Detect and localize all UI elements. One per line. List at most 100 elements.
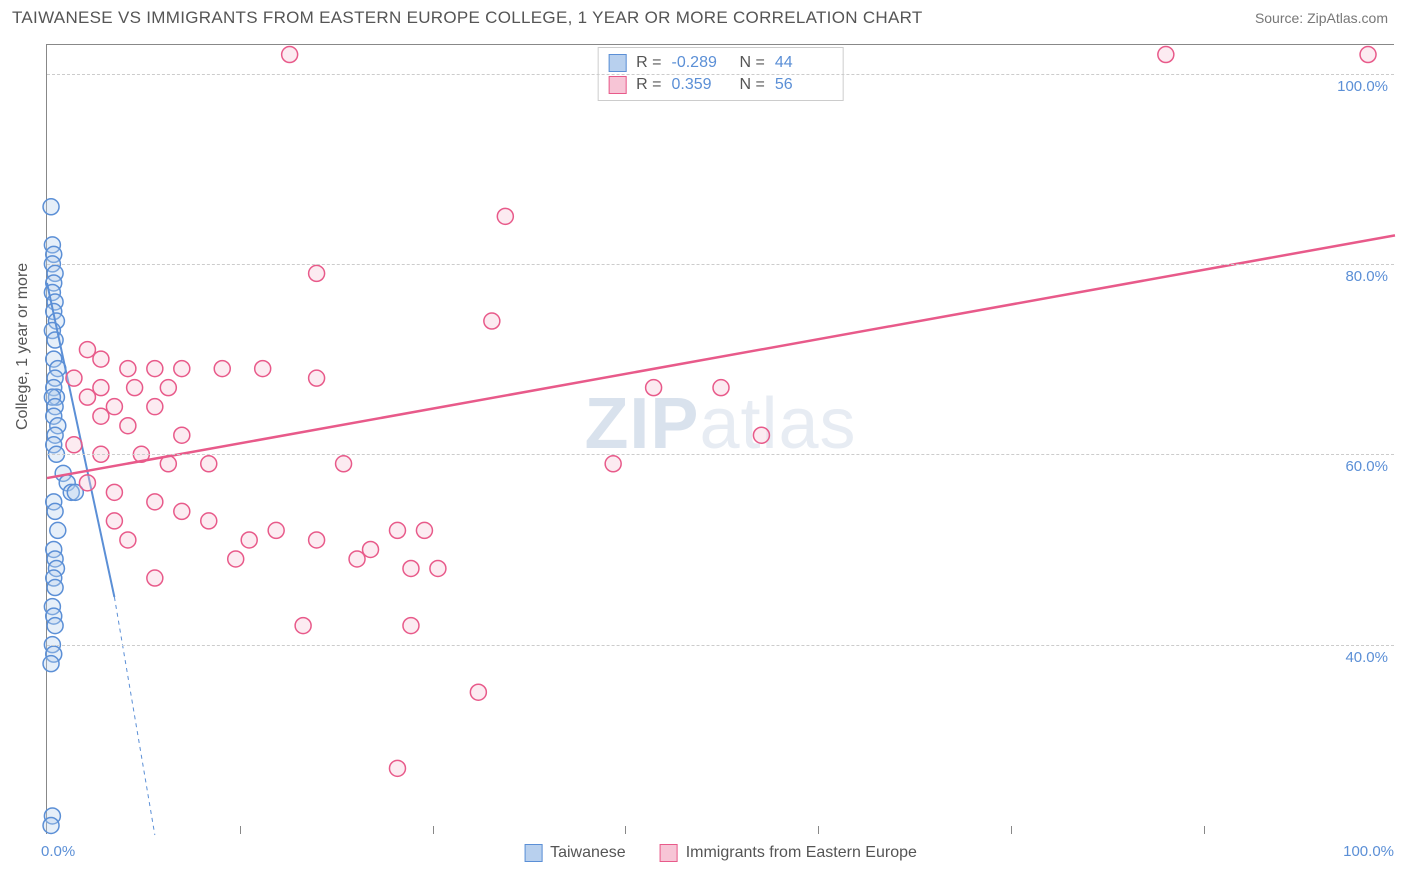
gridline-h bbox=[47, 645, 1394, 646]
legend-label-0: Taiwanese bbox=[550, 844, 626, 862]
legend-swatch-1 bbox=[660, 844, 678, 862]
data-point bbox=[363, 541, 379, 557]
data-point bbox=[120, 532, 136, 548]
y-tick-label: 100.0% bbox=[1337, 78, 1388, 95]
gridline-h bbox=[47, 264, 1394, 265]
data-point bbox=[713, 380, 729, 396]
data-point bbox=[47, 580, 63, 596]
gridline-h bbox=[47, 74, 1394, 75]
data-point bbox=[295, 618, 311, 634]
stats-row-0: R = -0.289 N = 44 bbox=[608, 52, 833, 74]
data-point bbox=[753, 427, 769, 443]
data-point bbox=[1360, 47, 1376, 63]
x-tick bbox=[1011, 826, 1012, 834]
data-point bbox=[50, 522, 66, 538]
n-value-1: 56 bbox=[775, 74, 833, 96]
data-point bbox=[255, 361, 271, 377]
x-tick bbox=[625, 826, 626, 834]
data-point bbox=[147, 570, 163, 586]
chart-header: TAIWANESE VS IMMIGRANTS FROM EASTERN EUR… bbox=[0, 0, 1406, 34]
data-point bbox=[79, 475, 95, 491]
data-point bbox=[309, 370, 325, 386]
data-point bbox=[336, 456, 352, 472]
x-label-left: 0.0% bbox=[41, 843, 75, 860]
trend-line-dashed bbox=[114, 597, 154, 835]
y-tick-label: 60.0% bbox=[1345, 458, 1388, 475]
data-point bbox=[646, 380, 662, 396]
series-legend: Taiwanese Immigrants from Eastern Europe bbox=[524, 844, 917, 862]
x-tick bbox=[433, 826, 434, 834]
data-point bbox=[160, 380, 176, 396]
data-point bbox=[174, 361, 190, 377]
legend-swatch-0 bbox=[524, 844, 542, 862]
legend-label-1: Immigrants from Eastern Europe bbox=[686, 844, 917, 862]
data-point bbox=[93, 380, 109, 396]
chart-title: TAIWANESE VS IMMIGRANTS FROM EASTERN EUR… bbox=[12, 8, 923, 28]
data-point bbox=[309, 532, 325, 548]
x-tick bbox=[1204, 826, 1205, 834]
data-point bbox=[120, 418, 136, 434]
data-point bbox=[43, 656, 59, 672]
data-point bbox=[268, 522, 284, 538]
data-point bbox=[389, 522, 405, 538]
data-point bbox=[201, 513, 217, 529]
data-point bbox=[106, 484, 122, 500]
data-point bbox=[47, 503, 63, 519]
n-label: N = bbox=[740, 74, 765, 96]
data-point bbox=[66, 437, 82, 453]
r-label: R = bbox=[636, 74, 661, 96]
data-point bbox=[470, 684, 486, 700]
chart-source: Source: ZipAtlas.com bbox=[1255, 10, 1388, 26]
gridline-h bbox=[47, 454, 1394, 455]
data-point bbox=[174, 503, 190, 519]
data-point bbox=[605, 456, 621, 472]
data-point bbox=[120, 361, 136, 377]
r-value-0: -0.289 bbox=[672, 52, 730, 74]
data-point bbox=[416, 522, 432, 538]
data-point bbox=[79, 342, 95, 358]
scatter-svg bbox=[47, 45, 1394, 834]
y-axis-label: College, 1 year or more bbox=[14, 263, 32, 430]
data-point bbox=[389, 760, 405, 776]
data-point bbox=[66, 370, 82, 386]
data-point bbox=[106, 513, 122, 529]
data-point bbox=[47, 618, 63, 634]
data-point bbox=[349, 551, 365, 567]
swatch-taiwanese bbox=[608, 54, 626, 72]
r-value-1: 0.359 bbox=[672, 74, 730, 96]
data-point bbox=[214, 361, 230, 377]
data-point bbox=[93, 351, 109, 367]
r-label: R = bbox=[636, 52, 661, 74]
x-tick bbox=[240, 826, 241, 834]
data-point bbox=[430, 560, 446, 576]
x-label-right: 100.0% bbox=[1343, 843, 1394, 860]
data-point bbox=[282, 47, 298, 63]
data-point bbox=[79, 389, 95, 405]
data-point bbox=[106, 399, 122, 415]
data-point bbox=[147, 361, 163, 377]
y-tick-label: 40.0% bbox=[1345, 649, 1388, 666]
trend-line bbox=[47, 235, 1395, 478]
stats-row-1: R = 0.359 N = 56 bbox=[608, 74, 833, 96]
data-point bbox=[93, 408, 109, 424]
y-tick-label: 80.0% bbox=[1345, 268, 1388, 285]
x-tick bbox=[818, 826, 819, 834]
data-point bbox=[147, 399, 163, 415]
data-point bbox=[43, 817, 59, 833]
data-point bbox=[43, 199, 59, 215]
data-point bbox=[403, 618, 419, 634]
data-point bbox=[309, 265, 325, 281]
swatch-eastern-europe bbox=[608, 76, 626, 94]
data-point bbox=[147, 494, 163, 510]
n-value-0: 44 bbox=[775, 52, 833, 74]
n-label: N = bbox=[740, 52, 765, 74]
data-point bbox=[174, 427, 190, 443]
data-point bbox=[497, 208, 513, 224]
legend-item-0: Taiwanese bbox=[524, 844, 626, 862]
data-point bbox=[403, 560, 419, 576]
data-point bbox=[241, 532, 257, 548]
legend-item-1: Immigrants from Eastern Europe bbox=[660, 844, 917, 862]
data-point bbox=[201, 456, 217, 472]
data-point bbox=[1158, 47, 1174, 63]
data-point bbox=[228, 551, 244, 567]
